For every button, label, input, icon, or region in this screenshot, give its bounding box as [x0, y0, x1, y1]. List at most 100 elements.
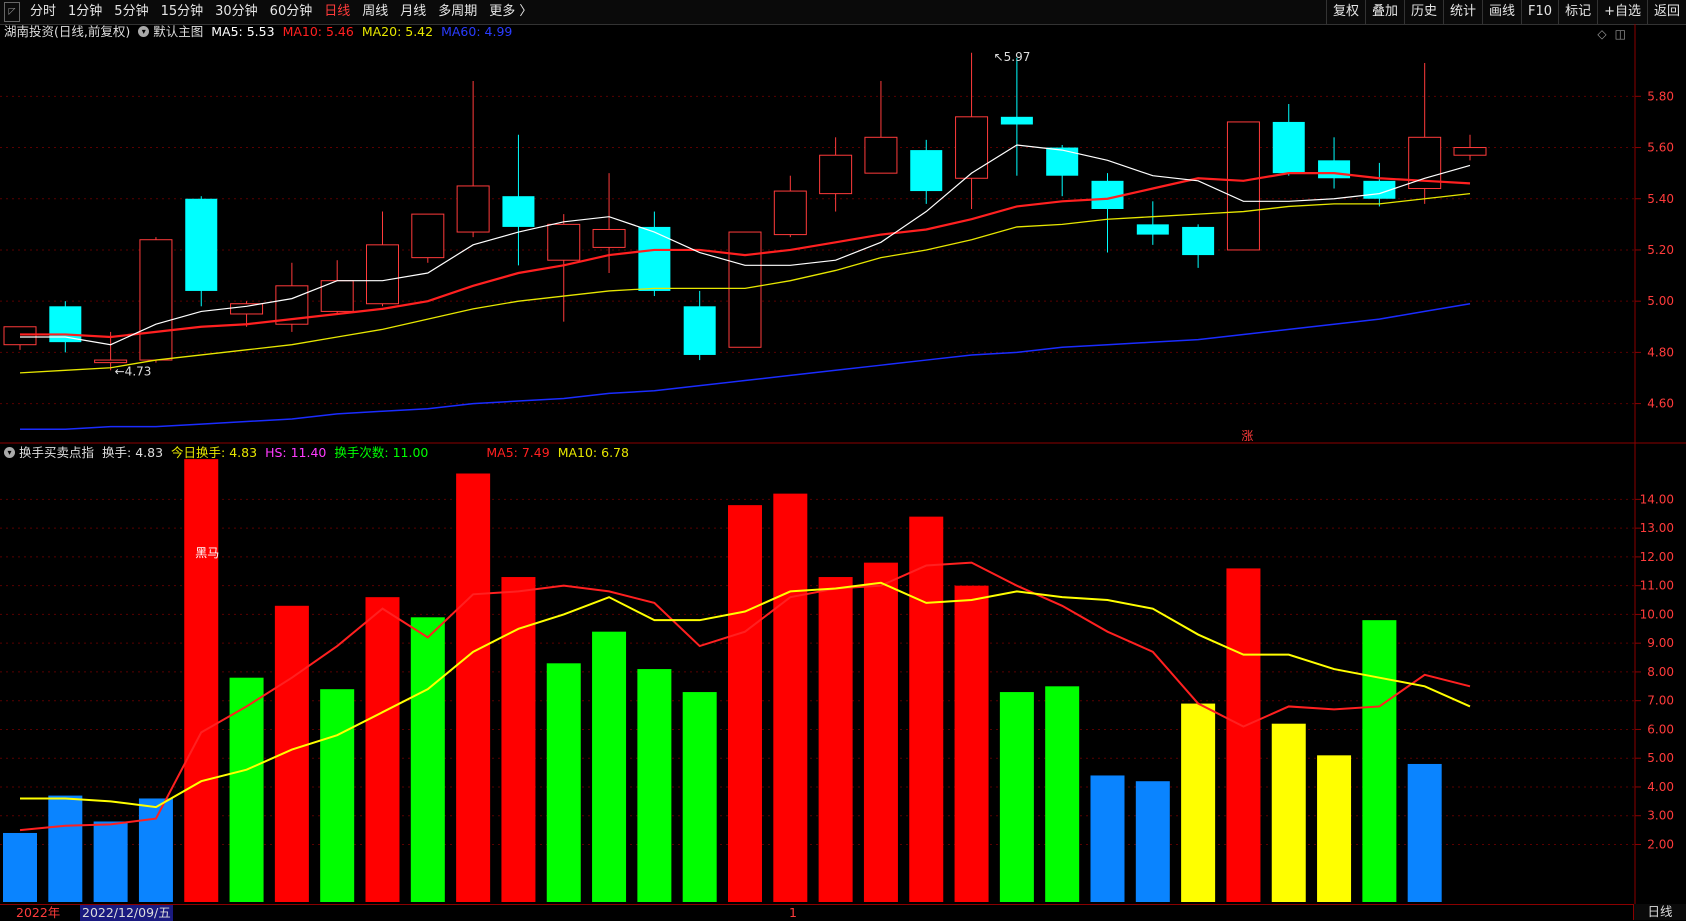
indicator-ma5-value: MA5: 7.49 — [486, 445, 550, 460]
ma5-value: MA5: 5.53 — [211, 24, 275, 39]
indicator-tick-label: 3.00 — [1647, 809, 1674, 823]
tool-button-8[interactable]: 返回 — [1646, 0, 1686, 24]
turnover-bar — [184, 459, 219, 902]
candle-body — [94, 359, 128, 364]
candle-body — [547, 223, 581, 261]
toggle-icon[interactable]: ▾ — [4, 447, 15, 458]
indicator-tick-label: 4.00 — [1647, 780, 1674, 794]
high-price-label: ↖5.97 — [994, 50, 1031, 64]
indicator-tick-label: 9.00 — [1647, 636, 1674, 650]
turnover-bar — [320, 689, 355, 902]
period-tab-0[interactable]: 分时 — [30, 4, 57, 19]
turnover-bar — [818, 577, 853, 902]
period-tab-4[interactable]: 30分钟 — [215, 4, 258, 19]
period-tab-5[interactable]: 60分钟 — [269, 4, 313, 19]
indicator-ma10-value: MA10: 6.78 — [557, 445, 629, 460]
price-tick-label: 5.60 — [1647, 141, 1674, 155]
tool-button-5[interactable]: F10 — [1521, 0, 1558, 24]
indicator-tick-label: 8.00 — [1647, 665, 1674, 679]
diamond-icon[interactable]: ◇ — [1597, 27, 1607, 41]
period-tab-8[interactable]: 月线 — [400, 4, 427, 19]
period-tab-10[interactable]: 更多 〉 — [489, 4, 533, 19]
toggle-icon[interactable]: ▾ — [138, 26, 150, 37]
turnover-bar — [1317, 755, 1352, 902]
cursor-mark: 1 — [789, 905, 797, 920]
turnover-bar — [909, 516, 944, 902]
turnover-bar — [592, 631, 627, 902]
ma10-line — [20, 172, 1471, 339]
ma10-value: MA10: 5.46 — [282, 24, 354, 39]
turnover-value: 换手: 4.83 — [102, 445, 164, 460]
indicator-tick-label: 13.00 — [1640, 521, 1674, 535]
turnover-bar — [1135, 781, 1170, 902]
price-tick-label: 5.00 — [1647, 294, 1674, 308]
tool-button-3[interactable]: 统计 — [1443, 0, 1482, 24]
turnover-bar — [501, 577, 536, 902]
price-tick-label: 4.60 — [1647, 397, 1674, 411]
price-tick-label: 5.80 — [1647, 89, 1674, 103]
tool-button-1[interactable]: 叠加 — [1364, 0, 1404, 24]
indicator-tick-label: 5.00 — [1647, 751, 1674, 765]
corner-icon[interactable]: ◸ — [4, 2, 20, 22]
turnover-bar — [365, 597, 400, 902]
candle-body — [683, 306, 716, 355]
candle-body — [1000, 116, 1033, 125]
hei-ma-label: 黑马 — [195, 546, 219, 560]
turnover-bar — [1362, 620, 1397, 902]
period-tab-9[interactable]: 多周期 — [438, 4, 478, 19]
indicator-ma5-line — [19, 561, 1471, 832]
period-tab-3[interactable]: 15分钟 — [160, 4, 204, 19]
ma60-value: MA60: 4.99 — [441, 24, 513, 39]
candle-body — [1453, 147, 1487, 156]
turnover-bar — [3, 832, 37, 902]
candle-body — [185, 198, 218, 291]
turnover-bar — [546, 663, 581, 902]
indicator-ma10-line — [20, 581, 1471, 809]
turnover-bar — [1407, 763, 1442, 902]
period-tab-7[interactable]: 周线 — [362, 4, 389, 19]
candle-body — [1091, 180, 1124, 209]
candle-body — [1226, 121, 1260, 251]
turnover-bar — [682, 692, 717, 902]
price-tick-label: 5.20 — [1647, 243, 1674, 257]
tool-button-0[interactable]: 复权 — [1325, 0, 1365, 24]
period-tab-6[interactable]: 日线 — [324, 4, 351, 19]
main-chart-name[interactable]: 默认主图 — [153, 24, 204, 39]
tool-button-2[interactable]: 历史 — [1403, 0, 1443, 24]
period-tab-2[interactable]: 5分钟 — [114, 4, 149, 19]
turnover-bar — [229, 677, 264, 902]
period-button[interactable]: 日线 — [1633, 904, 1686, 920]
turnover-bar — [773, 493, 808, 902]
today-turnover-value: 今日换手: 4.83 — [171, 445, 258, 460]
candle-body — [1182, 226, 1215, 256]
low-price-label: ←4.73 — [115, 364, 152, 378]
turnover-bar — [93, 821, 128, 902]
indicator-name[interactable]: 换手买卖点指 — [19, 445, 95, 460]
year-label: 2022年 — [16, 905, 61, 920]
indicator-tick-label: 12.00 — [1640, 550, 1674, 564]
turnover-bar — [954, 585, 989, 902]
candle-body — [819, 154, 853, 195]
candle-body — [139, 239, 173, 361]
indicator-tick-label: 10.00 — [1640, 607, 1674, 621]
tool-button-6[interactable]: 标记 — [1558, 0, 1597, 24]
candle-body — [502, 196, 535, 227]
stock-title[interactable]: 湖南投资(日线,前复权) — [4, 24, 131, 39]
window-icon[interactable]: ◫ — [1614, 27, 1626, 41]
candle-body — [773, 190, 807, 236]
tool-buttons: 复权 叠加 历史 统计 画线 F10 标记 +自选 返回 — [1325, 0, 1686, 24]
ma20-value: MA20: 5.42 — [361, 24, 434, 39]
indicator-tick-label: 7.00 — [1647, 694, 1674, 708]
candle-body — [3, 326, 37, 346]
candle-body — [910, 150, 943, 192]
candle-body — [411, 213, 445, 259]
period-tab-1[interactable]: 1分钟 — [68, 4, 103, 19]
ma5-line — [20, 144, 1471, 346]
turnover-bar — [863, 562, 898, 902]
turnover-count-value: 换手次数: 11.00 — [334, 445, 429, 460]
turnover-bar — [410, 617, 445, 902]
price-tick-label: 4.80 — [1647, 345, 1674, 359]
tool-button-4[interactable]: 画线 — [1482, 0, 1521, 24]
tool-button-7[interactable]: +自选 — [1597, 0, 1647, 24]
